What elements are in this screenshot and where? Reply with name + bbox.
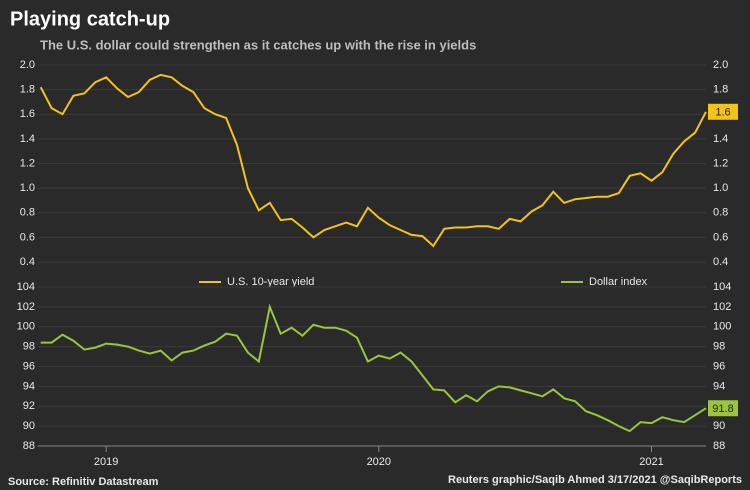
x-tick-label: 2021 [639,456,663,468]
y2-tick-label: 94 [713,380,725,392]
series-line [40,303,707,433]
y-tick-label: 98 [23,341,35,353]
y-tick-label: 100 [17,321,35,333]
y-tick-label: 0.8 [20,207,35,219]
y-tick-label: 0.6 [20,231,35,243]
end-label-box [708,400,738,417]
y-tick-label: 92 [23,400,35,412]
y-tick-label: 90 [23,420,35,432]
y-tick-label: 96 [23,360,35,372]
y-tick-label: 1.0 [20,182,35,194]
y-tick-label: 88 [23,440,35,452]
y2-tick-label: 90 [713,420,725,432]
y2-tick-label: 1.2 [713,157,728,169]
legend-label: Dollar index [589,276,648,288]
subtitle: The U.S. dollar could strengthen as it c… [40,37,476,52]
source: Source: Refinitiv Datastream [8,476,159,488]
y2-tick-label: 104 [713,281,731,293]
y2-tick-label: 0.6 [713,231,728,243]
y-tick-label: 102 [17,301,35,313]
y2-tick-label: 98 [713,341,725,353]
series-line [39,73,707,248]
y-tick-label: 2.0 [20,59,35,71]
y-tick-label: 1.2 [20,157,35,169]
y-tick-label: 94 [23,380,35,392]
credit: Reuters graphic/Saqib Ahmed 3/17/2021 @S… [448,474,742,486]
y2-tick-label: 0.8 [713,207,728,219]
legend-label: U.S. 10-year yield [227,276,314,288]
y-tick-label: 104 [17,281,35,293]
x-tick-label: 2019 [94,456,118,468]
y-tick-label: 0.4 [20,256,35,268]
y2-tick-label: 96 [713,360,725,372]
y2-tick-label: 1.0 [713,182,728,194]
y2-tick-label: 88 [713,440,725,452]
title: Playing catch-up [10,8,170,30]
y2-tick-label: 100 [713,321,731,333]
y-tick-label: 1.4 [20,133,35,145]
end-label: 1.6 [715,107,730,119]
y2-tick-label: 1.8 [713,84,728,96]
y-tick-label: 1.6 [20,108,35,120]
x-tick-label: 2020 [367,456,391,468]
y2-tick-label: 0.4 [713,256,728,268]
y2-tick-label: 1.4 [713,133,728,145]
y2-tick-label: 102 [713,301,731,313]
y-tick-label: 1.8 [20,84,35,96]
end-label: 91.8 [712,403,733,415]
y2-tick-label: 2.0 [713,59,728,71]
end-label-box [708,103,738,120]
